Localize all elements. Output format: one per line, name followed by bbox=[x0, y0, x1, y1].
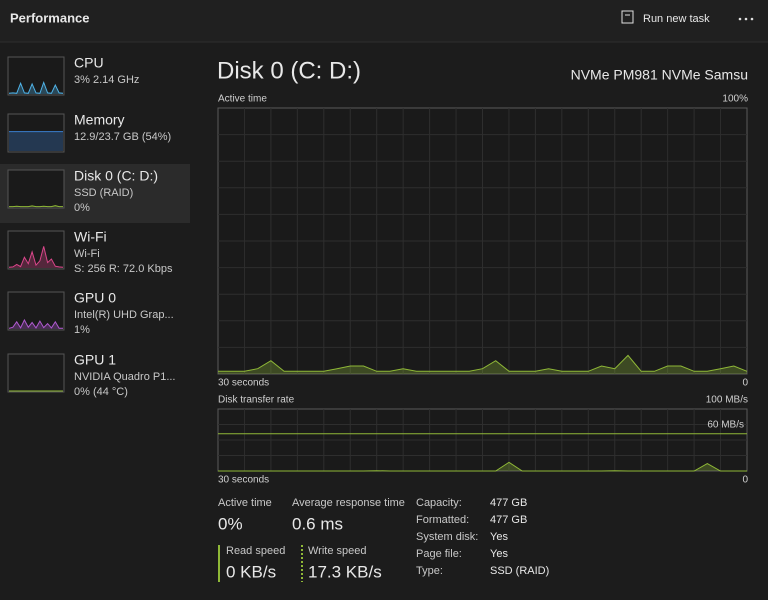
item-detail: 0% (44 °C) bbox=[74, 386, 128, 398]
property-value: SSD (RAID) bbox=[490, 565, 549, 577]
more-button[interactable] bbox=[738, 17, 754, 21]
active-time-label: Active time bbox=[218, 94, 267, 105]
active-time-line bbox=[218, 354, 748, 372]
thumbnail-frame bbox=[7, 169, 65, 209]
thumbnail-area bbox=[9, 320, 63, 329]
property-label: Formatted: bbox=[416, 514, 469, 526]
top-bar bbox=[0, 0, 768, 42]
thumbnail-line bbox=[8, 318, 63, 329]
dot bbox=[750, 17, 754, 21]
item-name: Wi-Fi bbox=[74, 229, 107, 245]
thumbnail-line bbox=[9, 205, 63, 208]
stat-value: 0% bbox=[218, 514, 243, 533]
transfer-rate-min: 0 bbox=[742, 475, 748, 486]
thumbnail-line bbox=[8, 246, 64, 268]
page-title: Performance bbox=[10, 10, 89, 25]
speed-value: 0 KB/s bbox=[226, 562, 276, 581]
active-time-duration: 30 seconds bbox=[218, 378, 269, 389]
item-detail: S: 256 R: 72.0 Kbps bbox=[74, 263, 173, 275]
stat-value: 0.6 ms bbox=[292, 514, 343, 533]
run-new-task[interactable]: Run new task bbox=[643, 13, 710, 25]
property-label: Capacity: bbox=[416, 497, 462, 509]
speed-label: Read speed bbox=[226, 545, 285, 557]
item-name: CPU bbox=[74, 55, 104, 71]
thumbnail-frame bbox=[7, 56, 65, 96]
sidebar-item[interactable]: GPU 1 NVIDIA Quadro P1... 0% (44 °C) bbox=[7, 352, 176, 398]
speed-label: Write speed bbox=[308, 545, 367, 557]
scale-label: 60 MB/s bbox=[707, 419, 744, 430]
item-detail: Wi-Fi bbox=[74, 248, 100, 260]
thumbnail-area bbox=[9, 131, 63, 151]
property-label: System disk: bbox=[416, 531, 478, 543]
item-detail: 1% bbox=[74, 324, 90, 336]
item-name: Memory bbox=[74, 112, 125, 128]
disk-model: NVMe PM981 NVMe Samsu bbox=[571, 67, 748, 83]
item-name: GPU 0 bbox=[74, 290, 116, 306]
run-new-task-button[interactable]: Run new task bbox=[621, 10, 710, 25]
thumbnail-frame bbox=[7, 353, 65, 393]
sidebar-item[interactable]: Disk 0 (C: D:) SSD (RAID) 0% bbox=[0, 164, 190, 223]
stat-label: Active time bbox=[218, 497, 272, 509]
speed-value: 17.3 KB/s bbox=[308, 562, 382, 581]
disk-title: Disk 0 (C: D:) bbox=[217, 57, 361, 84]
property-value: Yes bbox=[490, 548, 508, 560]
thumbnail-area bbox=[9, 82, 63, 94]
transfer-rate-label: Disk transfer rate bbox=[218, 395, 295, 406]
item-name: Disk 0 (C: D:) bbox=[74, 168, 158, 184]
sidebar-item[interactable]: Memory 12.9/23.7 GB (54%) bbox=[7, 112, 171, 153]
property-label: Page file: bbox=[416, 548, 462, 560]
item-detail: 12.9/23.7 GB (54%) bbox=[74, 131, 171, 143]
thumbnail-frame bbox=[7, 113, 65, 153]
active-time-min: 0 bbox=[742, 378, 748, 389]
item-detail: 0% bbox=[74, 202, 90, 214]
item-detail: SSD (RAID) bbox=[74, 187, 133, 199]
dot bbox=[738, 17, 742, 21]
active-time-area bbox=[218, 355, 747, 374]
active-time-max: 100% bbox=[722, 94, 748, 105]
transfer-rate-max: 100 MB/s bbox=[706, 395, 748, 406]
thumbnail-line bbox=[8, 81, 64, 94]
property-value: 477 GB bbox=[490, 497, 527, 509]
property-label: Type: bbox=[416, 565, 443, 577]
sidebar-item[interactable]: Wi-Fi Wi-Fi S: 256 R: 72.0 Kbps bbox=[7, 229, 173, 275]
transfer-rate-line bbox=[218, 461, 747, 472]
item-detail: 3% 2.14 GHz bbox=[74, 74, 139, 86]
sidebar-item[interactable]: CPU 3% 2.14 GHz bbox=[7, 55, 139, 96]
property-value: 477 GB bbox=[490, 514, 527, 526]
item-name: GPU 1 bbox=[74, 352, 116, 368]
run-icon bbox=[621, 10, 634, 24]
stat-label: Average response time bbox=[292, 497, 405, 509]
transfer-rate-duration: 30 seconds bbox=[218, 475, 269, 486]
thumbnail-frame bbox=[7, 230, 65, 270]
item-detail: NVIDIA Quadro P1... bbox=[74, 371, 176, 383]
dot bbox=[744, 17, 748, 21]
property-value: Yes bbox=[490, 531, 508, 543]
item-detail: Intel(R) UHD Grap... bbox=[74, 309, 174, 321]
